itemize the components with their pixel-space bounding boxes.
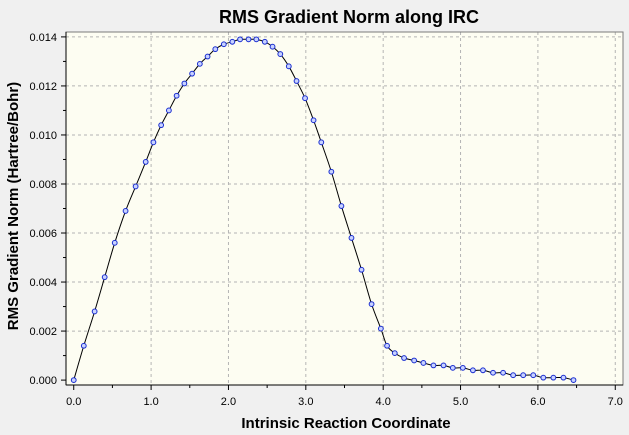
data-point xyxy=(348,235,355,241)
chart-title: RMS Gradient Norm along IRC xyxy=(219,7,479,27)
data-point xyxy=(490,369,496,376)
series xyxy=(70,36,577,383)
axes xyxy=(61,31,624,390)
data-point xyxy=(261,38,268,45)
y-tick-label: 0.010 xyxy=(29,130,57,142)
data-point xyxy=(220,41,227,48)
data-point xyxy=(358,266,365,273)
data-point xyxy=(440,362,447,369)
data-point xyxy=(196,60,203,67)
x-tick-label: 6.0 xyxy=(530,396,545,408)
data-point xyxy=(253,36,260,43)
data-point xyxy=(391,350,398,357)
data-point xyxy=(165,107,172,114)
data-point xyxy=(470,367,476,374)
x-axis-label: Intrinsic Reaction Coordinate xyxy=(241,415,450,432)
x-tick-label: 1.0 xyxy=(143,396,158,408)
plot-area xyxy=(66,32,623,385)
data-point xyxy=(173,92,180,99)
x-tick-label: 5.0 xyxy=(453,396,468,408)
data-point xyxy=(80,342,87,349)
data-point xyxy=(91,308,98,315)
data-point xyxy=(570,377,577,383)
data-point xyxy=(181,80,188,87)
y-axis-label: RMS Gradient Norm (Hartree/Bohr) xyxy=(5,82,22,330)
data-point xyxy=(142,159,149,165)
data-point xyxy=(338,203,345,209)
data-point xyxy=(277,51,284,57)
data-point xyxy=(204,53,211,60)
data-point xyxy=(420,360,427,366)
x-tick-label: 7.0 xyxy=(608,396,623,408)
y-tick-label: 0.006 xyxy=(29,228,57,240)
x-tick-label: 0.0 xyxy=(66,396,81,408)
data-point xyxy=(480,367,486,374)
data-point xyxy=(285,63,292,70)
y-tick-label: 0.004 xyxy=(29,277,57,289)
y-tick-label: 0.014 xyxy=(29,32,57,44)
data-point xyxy=(411,357,418,364)
data-point xyxy=(449,364,456,371)
y-tick-label: 0.012 xyxy=(29,81,57,93)
y-tick-label: 0.002 xyxy=(29,326,57,338)
data-point xyxy=(229,38,236,45)
data-point xyxy=(245,36,252,43)
data-point xyxy=(70,377,77,383)
data-point xyxy=(560,374,567,381)
data-point xyxy=(550,374,557,381)
data-point xyxy=(111,239,118,246)
data-point xyxy=(328,168,335,175)
grid xyxy=(66,32,623,385)
y-tick-label: 0.000 xyxy=(29,375,57,387)
data-point xyxy=(430,362,437,369)
data-point xyxy=(401,355,407,361)
data-point xyxy=(158,122,165,129)
data-point xyxy=(269,43,276,50)
data-point xyxy=(310,117,317,124)
x-tick-label: 4.0 xyxy=(376,396,391,408)
data-point xyxy=(540,374,547,381)
tick-labels: 0.0 1.0 2.0 3.0 4.0 5.0 6.0 7.0 0.000 0.002 0.004 0… xyxy=(29,32,622,408)
data-point xyxy=(101,274,108,281)
x-tick-label: 3.0 xyxy=(298,396,313,408)
data-point xyxy=(293,78,300,84)
data-point xyxy=(302,95,308,102)
data-point xyxy=(500,369,506,376)
data-point xyxy=(520,372,527,379)
data-point xyxy=(384,342,390,349)
data-point xyxy=(212,46,219,53)
data-point xyxy=(318,139,325,146)
data-point xyxy=(530,372,537,379)
data-point xyxy=(510,372,517,379)
data-point xyxy=(150,139,157,146)
data-point xyxy=(368,301,375,308)
data-point xyxy=(459,364,466,371)
data-point xyxy=(237,36,243,43)
data-point xyxy=(377,325,384,332)
x-tick-label: 2.0 xyxy=(221,396,236,408)
data-point xyxy=(122,208,129,214)
data-point xyxy=(189,70,195,77)
y-tick-label: 0.008 xyxy=(29,179,57,191)
data-point xyxy=(132,183,139,190)
